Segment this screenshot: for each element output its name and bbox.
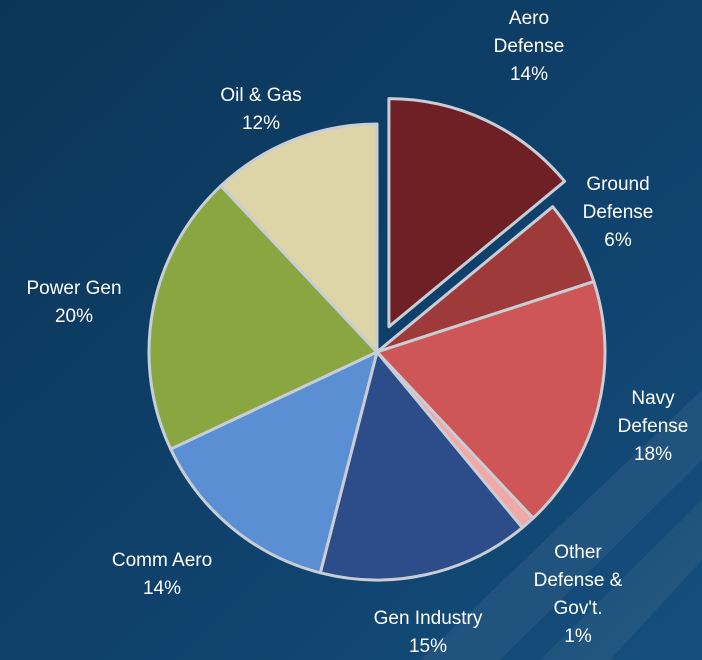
pie-slices — [147, 97, 607, 582]
pie-label-line: Gen Industry — [374, 608, 483, 629]
background-stripe — [420, 390, 702, 660]
pie-label-line: 14% — [510, 64, 548, 85]
pie-label-line: Defense — [494, 36, 565, 57]
pie-label-other-defense-gov-t: Other Defense & Gov't. 1% — [534, 542, 623, 647]
pie-slice-power-gen — [147, 184, 379, 451]
pie-label-line: 15% — [409, 636, 447, 657]
pie-slice-navy-defense — [375, 280, 607, 520]
background-stripe — [540, 500, 702, 660]
pie-label-line: 20% — [55, 306, 93, 327]
pie-label-aero-defense: Aero Defense 14% — [494, 8, 565, 85]
pie-label-oil-gas: Oil & Gas 12% — [220, 85, 301, 134]
pie-label-line: Defense — [618, 416, 689, 437]
pie-label-line: Gov't. — [553, 598, 602, 619]
pie-label-navy-defense: Navy Defense 18% — [618, 388, 689, 465]
pie-slice-gen-industry — [318, 350, 524, 582]
pie-label-line: Oil & Gas — [220, 85, 301, 106]
pie-label-line: Defense — [583, 202, 654, 223]
pie-label-line: 6% — [604, 230, 632, 251]
pie-label-ground-defense: Ground Defense 6% — [583, 174, 654, 251]
pie-label-line: 1% — [564, 626, 592, 647]
pie-labels: Aero Defense 14% Ground Defense 6% Navy Defense… — [26, 8, 688, 657]
pie-label-line: Other — [554, 542, 602, 563]
pie-slice-aero-defense — [387, 97, 567, 329]
pie-label-line: Power Gen — [26, 278, 121, 299]
pie-label-line: Navy — [631, 388, 675, 409]
pie-label-line: 14% — [143, 578, 181, 599]
pie-slice-oil-gas — [219, 122, 379, 354]
pie-label-line: Comm Aero — [112, 550, 212, 571]
pie-label-line: Defense & — [534, 570, 623, 591]
pie-label-line: Aero — [509, 8, 549, 29]
pie-label-line: 18% — [634, 444, 672, 465]
pie-label-line: 12% — [242, 113, 280, 134]
pie-label-gen-industry: Gen Industry 15% — [374, 608, 483, 657]
pie-label-line: Ground — [586, 174, 649, 195]
pie-label-comm-aero: Comm Aero 14% — [112, 550, 212, 599]
pie-slice-comm-aero — [169, 350, 379, 575]
pie-label-power-gen: Power Gen 20% — [26, 278, 121, 327]
